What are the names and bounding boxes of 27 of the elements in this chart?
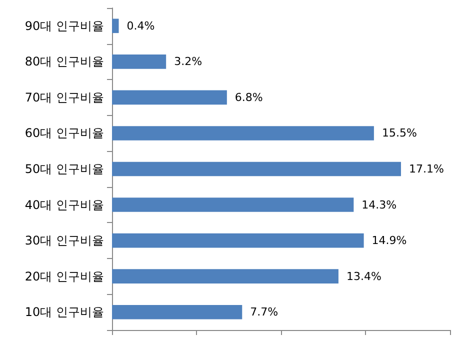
y-tick-label: 60대 인구비율 xyxy=(24,126,104,140)
data-label: 3.2% xyxy=(174,55,202,68)
y-tick-label: 70대 인구비율 xyxy=(24,90,104,104)
data-label: 6.8% xyxy=(234,90,263,104)
bar xyxy=(112,162,401,176)
bar xyxy=(112,18,119,34)
bar xyxy=(112,304,242,320)
bar xyxy=(112,126,374,140)
y-tick-label: 20대 인구비율 xyxy=(24,269,104,284)
bar xyxy=(112,269,338,284)
data-label: 7.7% xyxy=(250,306,278,319)
bar xyxy=(112,198,354,212)
y-tick-label: 40대 인구비율 xyxy=(24,198,104,212)
data-label: 0.4% xyxy=(126,19,155,32)
data-label: 13.4% xyxy=(346,270,382,283)
y-tick-label: 80대 인구비율 xyxy=(24,54,104,69)
y-tick-label: 50대 인구비율 xyxy=(24,162,104,176)
data-label: 14.9% xyxy=(372,234,407,248)
y-tick-label: 90대 인구비율 xyxy=(24,18,104,33)
data-label: 14.3% xyxy=(362,198,397,212)
y-tick-label: 10대 인구비율 xyxy=(24,305,104,320)
bar xyxy=(112,233,364,248)
y-tick-label: 30대 인구비율 xyxy=(24,234,104,248)
data-label: 17.1% xyxy=(408,162,444,176)
bar xyxy=(112,90,227,105)
data-label: 15.5% xyxy=(382,126,417,140)
bar xyxy=(112,54,166,69)
